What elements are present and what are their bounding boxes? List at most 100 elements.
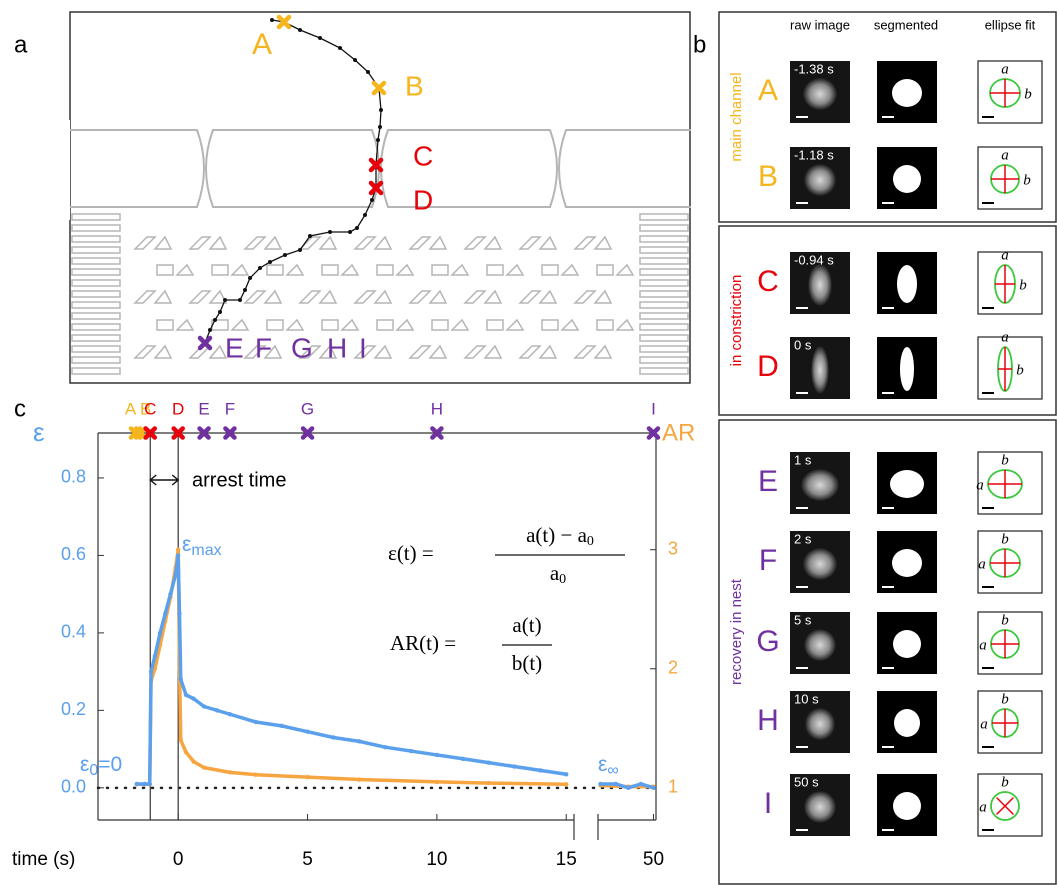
data-point	[512, 764, 517, 769]
data-point	[201, 765, 207, 770]
pillar	[395, 318, 415, 331]
pillar	[408, 289, 448, 304]
annotation-part: ε	[80, 753, 89, 776]
axis-letter: b	[1023, 172, 1031, 188]
pillar	[450, 318, 470, 331]
trajectory-point	[348, 230, 352, 234]
data-point	[227, 712, 233, 717]
row-letter: I	[764, 787, 772, 820]
trajectory-point	[283, 253, 287, 257]
pillar	[573, 289, 613, 304]
pillar	[408, 235, 448, 250]
data-point	[168, 591, 173, 597]
pillar	[321, 264, 339, 276]
x-marker	[171, 426, 185, 440]
cell	[803, 548, 837, 580]
ellipse-fit	[977, 146, 1043, 210]
data-point	[305, 774, 310, 780]
fit-ellipse	[990, 791, 1020, 821]
row-letter: B	[758, 160, 778, 193]
mask-blob	[900, 347, 914, 391]
pillar	[133, 344, 173, 359]
trajectory-point	[376, 138, 380, 142]
comb	[639, 301, 689, 309]
data-point	[253, 719, 259, 725]
comb	[639, 323, 689, 331]
data-point	[253, 772, 259, 777]
pillar	[573, 235, 613, 250]
comb	[639, 367, 689, 375]
formula-sub: 0	[559, 572, 566, 587]
mask-blob	[892, 549, 922, 577]
pillar	[486, 264, 504, 276]
cell	[801, 469, 839, 501]
panel-label: b	[693, 31, 706, 58]
comb	[639, 334, 689, 342]
comb	[639, 290, 689, 298]
y2-axis-label: AR	[662, 419, 695, 446]
pillar	[175, 263, 195, 276]
comb	[71, 268, 121, 276]
cell	[805, 708, 835, 740]
data-point	[173, 572, 178, 577]
row-letter: C	[757, 265, 779, 298]
trajectory-point	[213, 318, 217, 322]
pillar	[560, 318, 580, 331]
data-point	[175, 547, 181, 552]
pillar	[133, 235, 173, 250]
point-label: A	[252, 28, 272, 61]
row-letter: F	[759, 544, 777, 577]
pillar	[518, 235, 558, 250]
data-point	[163, 611, 168, 616]
arrest-arrow	[149, 474, 180, 486]
group-label: in constriction	[728, 275, 745, 367]
mask	[691, 120, 711, 220]
event-label: H	[431, 399, 443, 418]
event-label: B	[140, 399, 151, 418]
y-tick-label: 0.4	[61, 622, 86, 642]
pillar	[266, 319, 284, 331]
trajectory-point	[378, 125, 382, 129]
pillar	[285, 263, 305, 276]
data-point	[147, 781, 152, 787]
row-letter: H	[757, 704, 779, 737]
fit-axes	[992, 709, 1018, 737]
comb	[639, 312, 689, 320]
comb	[71, 367, 121, 375]
data-point	[305, 729, 310, 734]
group-box	[718, 225, 1057, 416]
pillar	[450, 263, 470, 276]
comb	[71, 279, 121, 287]
pillar	[243, 235, 283, 250]
channel-block	[205, 129, 380, 208]
pillar	[298, 344, 338, 359]
trajectory-point	[258, 266, 262, 270]
pillar	[431, 264, 449, 276]
axis-letter: b	[1001, 612, 1009, 628]
annotation-part: =0	[98, 753, 122, 776]
time-label: 10 s	[794, 691, 819, 706]
fit-axes	[991, 165, 1019, 193]
formula-sub: 0	[587, 534, 594, 549]
x-tick-label: 15	[556, 849, 577, 870]
trajectory-point	[298, 248, 302, 252]
fit-axes	[998, 347, 1012, 391]
comb	[71, 224, 121, 232]
comb	[71, 301, 121, 309]
trajectory-point	[363, 213, 367, 217]
ellipse-fit	[977, 251, 1043, 315]
point-label: D	[413, 184, 433, 215]
data-point	[191, 759, 196, 764]
cell	[808, 264, 832, 306]
data-point	[434, 752, 440, 758]
trajectory-point	[370, 198, 374, 202]
mask-blob	[893, 165, 921, 193]
data-point	[175, 553, 181, 558]
ellipse-fit	[977, 611, 1043, 675]
comb	[639, 246, 689, 254]
data-point	[178, 738, 183, 743]
point-label: C	[413, 140, 433, 171]
time-label: 0 s	[794, 337, 812, 352]
data-point	[486, 760, 491, 765]
axis-letter: a	[1001, 61, 1009, 77]
